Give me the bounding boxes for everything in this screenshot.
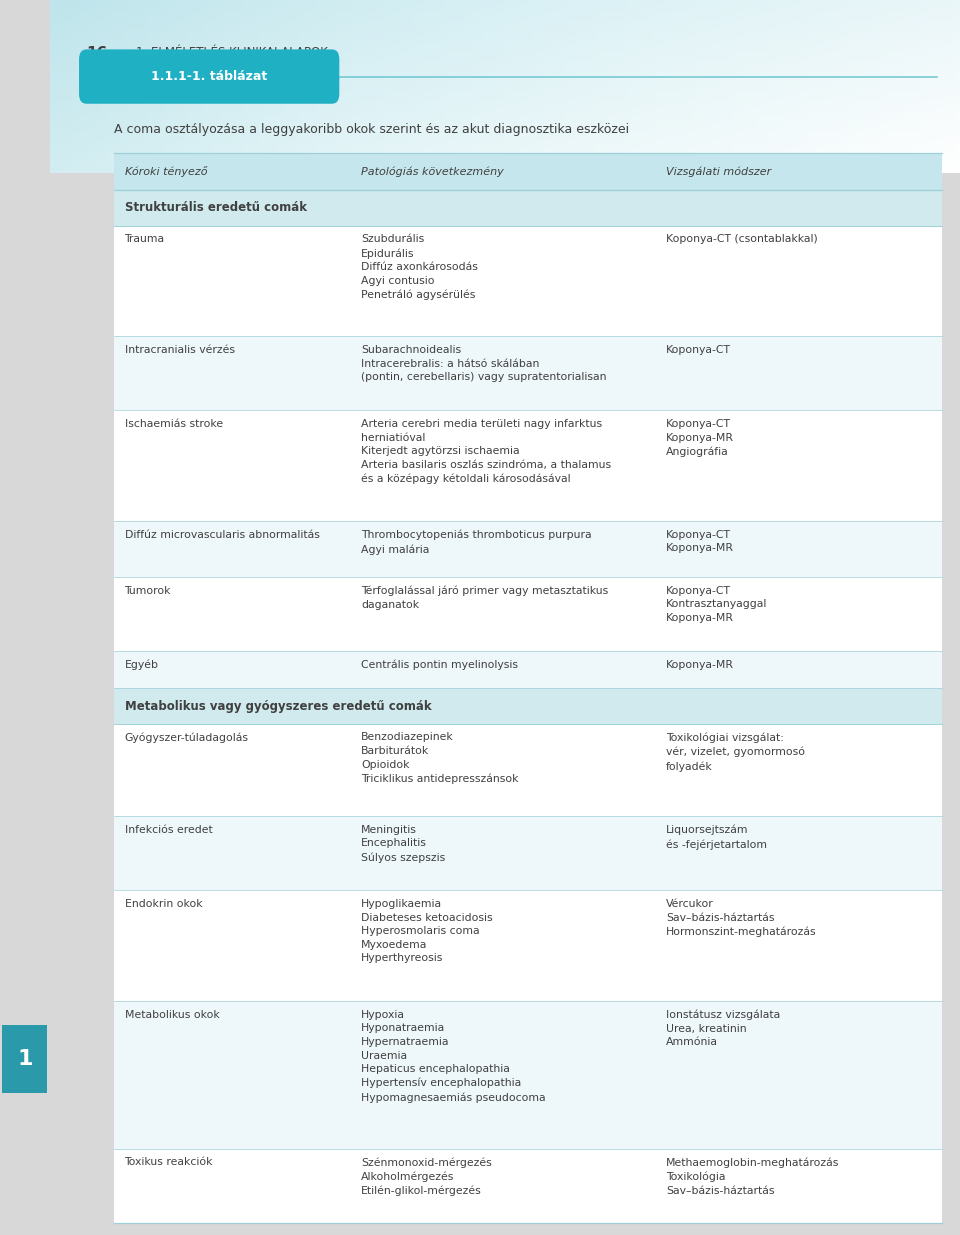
Text: Arteria cerebri media területi nagy infarktus
herniatióval
Kiterjedt agytörzsi i: Arteria cerebri media területi nagy infa…: [361, 419, 612, 484]
Text: Subarachnoidealis
Intracerebralis: a hátsó skálában
(pontin, cerebellaris) vagy : Subarachnoidealis Intracerebralis: a hát…: [361, 345, 607, 382]
Text: Liquorsejtszám
és -fejérjetartalom: Liquorsejtszám és -fejérjetartalom: [666, 825, 767, 850]
FancyBboxPatch shape: [113, 336, 942, 410]
Text: Koponya-CT (csontablakkal): Koponya-CT (csontablakkal): [666, 235, 818, 245]
Text: A coma osztályozása a leggyakoribb okok szerint és az akut diagnosztika eszközei: A coma osztályozása a leggyakoribb okok …: [113, 124, 629, 137]
Text: Diffúz microvascularis abnormalitás: Diffúz microvascularis abnormalitás: [125, 530, 320, 540]
Text: 1. ELMÉLETI ÉS KLINIKAI ALAPOK: 1. ELMÉLETI ÉS KLINIKAI ALAPOK: [136, 46, 328, 59]
Text: Koponya-CT: Koponya-CT: [666, 345, 732, 354]
Text: Koponya-MR: Koponya-MR: [666, 659, 734, 669]
Text: Koponya-CT
Kontrasztanyaggal
Koponya-MR: Koponya-CT Kontrasztanyaggal Koponya-MR: [666, 585, 767, 622]
Text: Methaemoglobin-meghatározás
Toxikológia
Sav–bázis-háztartás: Methaemoglobin-meghatározás Toxikológia …: [666, 1157, 839, 1195]
Text: Trauma: Trauma: [125, 235, 165, 245]
Text: Koponya-CT
Koponya-MR: Koponya-CT Koponya-MR: [666, 530, 734, 553]
FancyBboxPatch shape: [113, 153, 942, 190]
FancyBboxPatch shape: [113, 577, 942, 651]
FancyBboxPatch shape: [113, 816, 942, 890]
FancyBboxPatch shape: [113, 688, 942, 724]
FancyBboxPatch shape: [79, 49, 339, 104]
FancyBboxPatch shape: [113, 724, 942, 816]
Text: Thrombocytopeniás thromboticus purpura
Agyi malária: Thrombocytopeniás thromboticus purpura A…: [361, 530, 591, 555]
FancyBboxPatch shape: [113, 521, 942, 577]
Text: Tumorok: Tumorok: [125, 585, 171, 595]
FancyBboxPatch shape: [113, 890, 942, 1002]
Text: Meningitis
Encephalitis
Súlyos szepszis: Meningitis Encephalitis Súlyos szepszis: [361, 825, 445, 863]
FancyBboxPatch shape: [3, 1025, 47, 1093]
Text: Vércukor
Sav–bázis-háztartás
Hormonszint-meghatározás: Vércukor Sav–bázis-háztartás Hormonszint…: [666, 899, 817, 937]
Text: Szénmonoxid-mérgezés
Alkoholmérgezés
Etilén-glikol-mérgezés: Szénmonoxid-mérgezés Alkoholmérgezés Eti…: [361, 1157, 492, 1197]
FancyBboxPatch shape: [113, 1149, 942, 1223]
Text: Toxikológiai vizsgálat:
vér, vizelet, gyomormosó
folyadék: Toxikológiai vizsgálat: vér, vizelet, gy…: [666, 732, 805, 772]
Text: Patológiás következmény: Patológiás következmény: [361, 167, 504, 177]
Text: Hypoxia
Hyponatraemia
Hypernatraemia
Uraemia
Hepaticus encephalopathia
Hypertens: Hypoxia Hyponatraemia Hypernatraemia Ura…: [361, 1010, 546, 1103]
Text: Centrális pontin myelinolysis: Centrális pontin myelinolysis: [361, 659, 518, 671]
Text: Kóroki tényező: Kóroki tényező: [125, 167, 207, 177]
FancyBboxPatch shape: [113, 651, 942, 688]
Text: Ionstátusz vizsgálata
Urea, kreatinin
Ammónia: Ionstátusz vizsgálata Urea, kreatinin Am…: [666, 1010, 780, 1047]
Text: Hypoglikaemia
Diabeteses ketoacidosis
Hyperosmolaris coma
Myxoedema
Hyperthyreos: Hypoglikaemia Diabeteses ketoacidosis Hy…: [361, 899, 492, 963]
FancyBboxPatch shape: [113, 190, 942, 226]
Text: Vizsgálati módszer: Vizsgálati módszer: [666, 167, 771, 177]
FancyBboxPatch shape: [113, 226, 942, 336]
Text: 1: 1: [17, 1049, 33, 1070]
Text: Metabolikus vagy gyógyszeres eredetű comák: Metabolikus vagy gyógyszeres eredetű com…: [125, 699, 431, 713]
Text: Térfoglalással járó primer vagy metasztatikus
daganatok: Térfoglalással járó primer vagy metaszta…: [361, 585, 609, 610]
Text: Infekciós eredet: Infekciós eredet: [125, 825, 212, 835]
Text: Toxikus reakciók: Toxikus reakciók: [125, 1157, 213, 1167]
Text: Szubdurális
Epidurális
Diffúz axonkárosodás
Agyi contusio
Penetráló agysérülés: Szubdurális Epidurális Diffúz axonkároso…: [361, 235, 478, 300]
Text: 16: 16: [86, 46, 108, 61]
Text: Intracranialis vérzés: Intracranialis vérzés: [125, 345, 234, 354]
Text: Egyéb: Egyéb: [125, 659, 158, 671]
Text: Gyógyszer-túladagolás: Gyógyszer-túladagolás: [125, 732, 249, 743]
Text: Benzodiazepinek
Barbiturátok
Opioidok
Triciklikus antidepresszánsok: Benzodiazepinek Barbiturátok Opioidok Tr…: [361, 732, 518, 784]
Text: Koponya-CT
Koponya-MR
Angiográfia: Koponya-CT Koponya-MR Angiográfia: [666, 419, 734, 457]
FancyBboxPatch shape: [113, 1002, 942, 1149]
Text: Strukturális eredetű comák: Strukturális eredetű comák: [125, 201, 306, 215]
Text: Metabolikus okok: Metabolikus okok: [125, 1010, 219, 1020]
Text: Endokrin okok: Endokrin okok: [125, 899, 203, 909]
Text: Ischaemiás stroke: Ischaemiás stroke: [125, 419, 223, 429]
Text: 1.1.1-1. táblázat: 1.1.1-1. táblázat: [151, 70, 267, 83]
FancyBboxPatch shape: [113, 410, 942, 521]
